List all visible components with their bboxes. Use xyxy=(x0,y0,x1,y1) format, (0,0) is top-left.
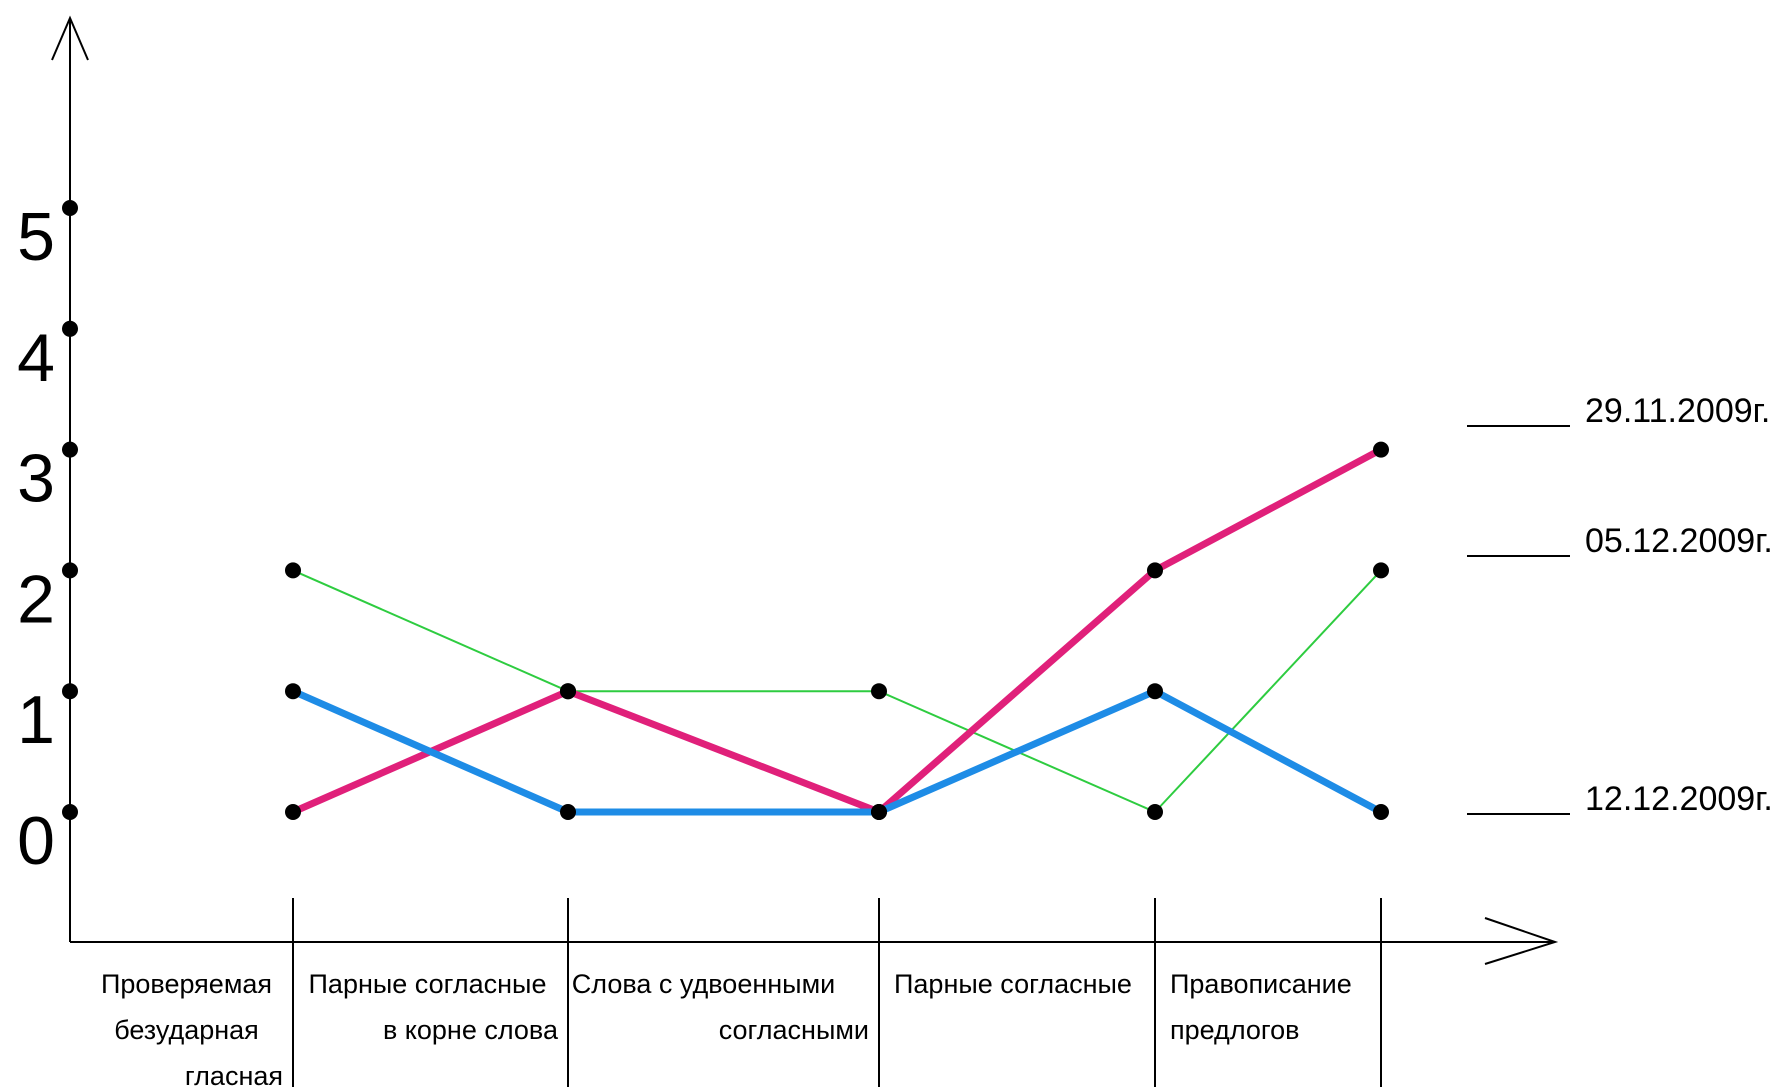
y-tick-label: 0 xyxy=(17,803,55,879)
y-tick-label: 3 xyxy=(17,441,55,517)
category-label: безударная xyxy=(114,1015,259,1045)
category-label: в корне слова xyxy=(383,1015,559,1045)
y-tick-dot xyxy=(62,200,78,216)
series-line xyxy=(292,569,1382,813)
y-tick-label: 5 xyxy=(17,199,55,275)
series-line xyxy=(289,446,1385,816)
data-point xyxy=(871,683,887,700)
data-point xyxy=(1147,562,1163,579)
data-point xyxy=(285,562,301,579)
y-tick-dot xyxy=(62,683,78,700)
y-tick-dot xyxy=(62,562,78,579)
category-label: Парные согласные xyxy=(309,969,547,999)
y-tick-dot xyxy=(62,804,78,820)
x-axis-arrow xyxy=(1484,917,1559,965)
category-label: предлогов xyxy=(1170,1015,1300,1045)
category-label: Правописание xyxy=(1170,969,1352,999)
data-point xyxy=(1147,804,1163,820)
legend-label: 05.12.2009г. xyxy=(1585,522,1773,560)
y-tick-dot xyxy=(62,320,78,337)
data-point xyxy=(1147,683,1163,700)
y-tick-label: 2 xyxy=(17,561,55,637)
data-point xyxy=(285,683,301,700)
y-axis-arrow xyxy=(51,15,89,61)
category-label: согласными xyxy=(719,1015,869,1045)
category-label: Парные согласные xyxy=(894,969,1132,999)
legend-label: 12.12.2009г. xyxy=(1585,780,1773,818)
y-tick-label: 4 xyxy=(17,320,55,396)
category-label: Слова с удвоенными xyxy=(572,969,835,999)
data-point xyxy=(1373,804,1389,820)
data-point xyxy=(560,683,576,700)
data-point xyxy=(1373,441,1389,458)
category-label: гласная xyxy=(185,1061,283,1087)
data-point xyxy=(560,804,576,820)
category-label: Проверяемая xyxy=(101,969,272,999)
legend-label: 29.11.2009г. xyxy=(1585,392,1770,430)
data-point xyxy=(285,804,301,820)
data-point xyxy=(871,804,887,820)
y-tick-dot xyxy=(62,441,78,458)
y-tick-label: 1 xyxy=(17,682,55,758)
data-point xyxy=(1373,562,1389,579)
